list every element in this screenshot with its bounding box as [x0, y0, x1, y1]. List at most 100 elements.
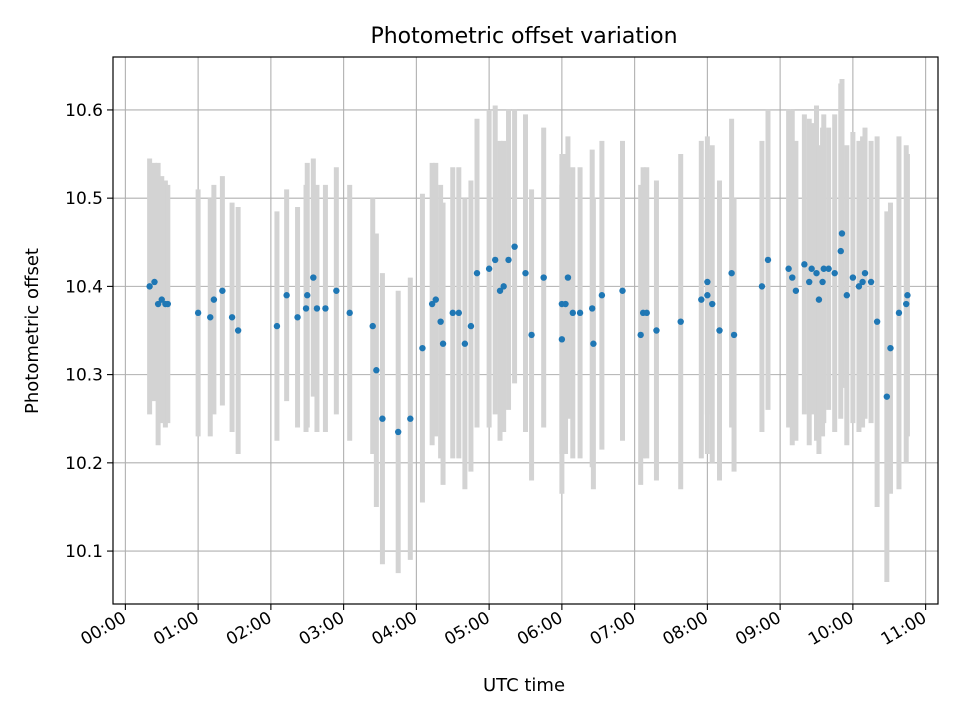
- y-tick-label: 10.3: [65, 366, 103, 386]
- data-point: [806, 278, 813, 286]
- data-point: [569, 309, 576, 317]
- data-point: [758, 283, 766, 290]
- y-tick-label: 10.4: [65, 277, 103, 297]
- x-axis-label: UTC time: [483, 675, 565, 696]
- data-point: [808, 265, 815, 272]
- data-point: [831, 269, 838, 277]
- data-point: [407, 415, 414, 422]
- data-point: [619, 287, 626, 294]
- data-point: [820, 265, 827, 272]
- data-point: [228, 314, 236, 321]
- data-point: [904, 292, 911, 299]
- data-point: [861, 269, 869, 277]
- data-point: [716, 327, 723, 334]
- data-point: [273, 322, 281, 330]
- data-point: [838, 230, 846, 237]
- data-point: [792, 287, 800, 294]
- data-point: [883, 393, 891, 400]
- data-point: [473, 269, 481, 277]
- data-point: [819, 278, 826, 286]
- y-axis-label: Photometric offset: [22, 248, 43, 414]
- data-point: [590, 340, 597, 347]
- data-point: [485, 265, 493, 272]
- y-axis-ticks: 10.1 10.2 10.3 10.4 10.5 10.6: [65, 101, 113, 562]
- data-point: [428, 300, 436, 308]
- data-point: [294, 314, 301, 321]
- data-point: [154, 300, 162, 308]
- data-point: [467, 322, 475, 330]
- data-point: [895, 309, 903, 317]
- data-point: [496, 287, 504, 294]
- data-point: [764, 256, 772, 264]
- data-points: [146, 230, 911, 436]
- plot-area-frame: [112, 56, 939, 605]
- data-point: [283, 292, 290, 299]
- data-point: [837, 247, 844, 255]
- data-point: [859, 278, 866, 286]
- data-point: [704, 292, 711, 299]
- data-point: [210, 296, 218, 303]
- data-point: [511, 243, 518, 250]
- data-point: [379, 415, 386, 422]
- data-point: [873, 318, 881, 325]
- data-point: [588, 305, 596, 312]
- data-point: [698, 296, 705, 303]
- data-point: [219, 287, 226, 294]
- data-point: [313, 305, 321, 312]
- data-point: [849, 274, 857, 281]
- data-point: [449, 309, 456, 317]
- data-point: [887, 344, 894, 352]
- data-point: [151, 278, 158, 286]
- y-tick-label: 10.6: [65, 101, 103, 121]
- data-point: [728, 269, 735, 277]
- data-point: [146, 283, 153, 290]
- chart-title: Photometric offset variation: [370, 24, 677, 49]
- data-point: [867, 278, 875, 286]
- data-point: [598, 292, 606, 299]
- data-point: [576, 309, 584, 317]
- data-point: [558, 336, 566, 343]
- data-point: [540, 274, 547, 281]
- data-point: [439, 340, 447, 347]
- data-point: [813, 269, 820, 277]
- data-point: [704, 278, 711, 286]
- data-point: [369, 322, 376, 330]
- data-point: [373, 367, 380, 374]
- data-point: [455, 309, 463, 317]
- data-point: [677, 318, 684, 325]
- data-point: [522, 269, 529, 277]
- data-point: [207, 314, 214, 321]
- data-point: [643, 309, 650, 317]
- data-point: [825, 265, 832, 272]
- data-point: [815, 296, 823, 303]
- data-point: [562, 300, 569, 308]
- data-point: [302, 305, 310, 312]
- data-point: [785, 265, 792, 272]
- data-point: [855, 283, 863, 290]
- data-point: [843, 292, 851, 299]
- data-point: [500, 283, 507, 290]
- data-point: [564, 274, 572, 281]
- data-point: [730, 331, 738, 339]
- data-point: [310, 274, 317, 281]
- data-point: [304, 292, 311, 299]
- data-point: [653, 327, 660, 334]
- data-point: [528, 331, 535, 339]
- y-tick-label: 10.2: [65, 454, 103, 474]
- data-point: [903, 300, 910, 308]
- data-point: [158, 296, 165, 303]
- data-point: [419, 344, 426, 352]
- data-point: [394, 428, 402, 436]
- data-point: [164, 300, 172, 308]
- data-point: [437, 318, 444, 325]
- data-point: [234, 327, 242, 334]
- data-point: [789, 274, 796, 281]
- data-point: [637, 331, 644, 339]
- data-point: [491, 256, 499, 264]
- y-tick-label: 10.1: [65, 542, 103, 562]
- data-point: [505, 256, 512, 264]
- data-point: [801, 261, 808, 268]
- y-tick-label: 10.5: [65, 189, 103, 209]
- data-point: [194, 309, 202, 317]
